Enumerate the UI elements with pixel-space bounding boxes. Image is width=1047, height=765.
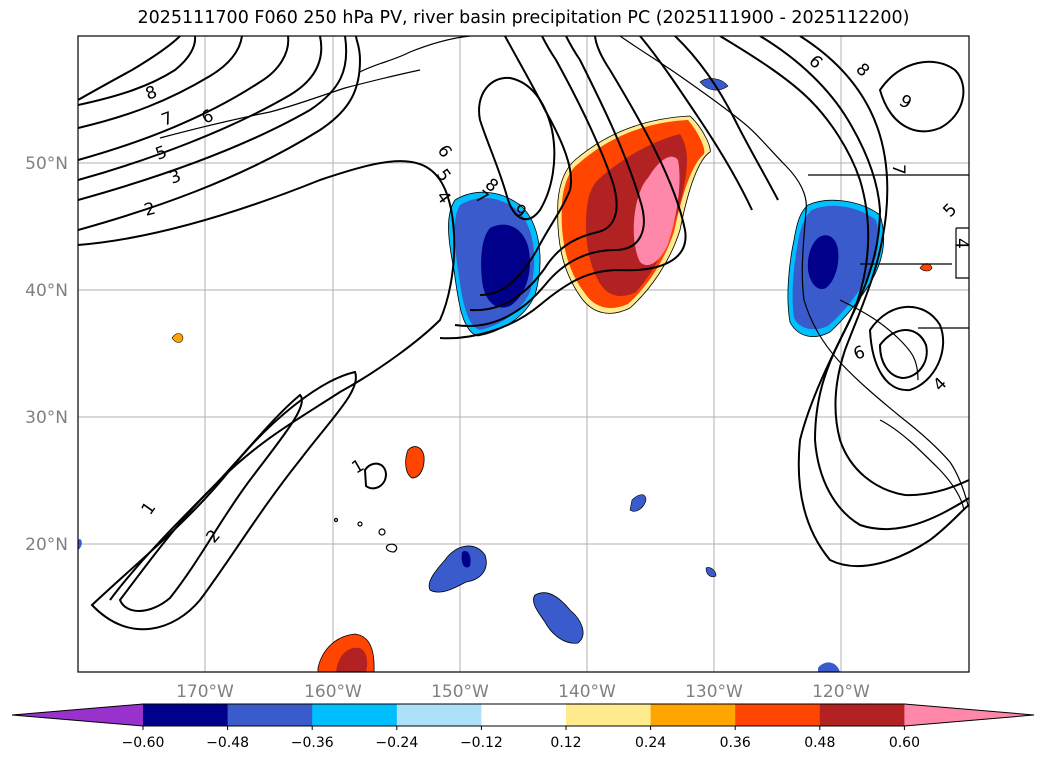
colorbar-segment (143, 704, 229, 726)
contour-trough-2 (454, 36, 645, 327)
longitude-labels: 170°W 160°W 150°W 140°W 130°W 120°W (176, 682, 870, 702)
lon-label-160w: 160°W (304, 682, 362, 702)
north-america-west-coast (619, 36, 969, 506)
colorbar-tick-label: 0.60 (889, 735, 920, 751)
colorbar-segment (566, 704, 652, 726)
contour-label: 4 (951, 238, 971, 249)
contour-ridge-1 (639, 36, 753, 211)
latitude-labels: 50°N 40°N 30°N 20°N (25, 154, 68, 555)
figure-title: 2025111700 F060 250 hPa PV, river basin … (137, 8, 910, 28)
map-background (78, 36, 969, 672)
negative-anomaly-west-core (481, 224, 530, 308)
positive-blob-tiny-west (171, 333, 184, 343)
negative-blob-bottom (818, 662, 840, 672)
contour-2-loop (118, 393, 303, 612)
negative-blob-small-2 (705, 567, 717, 578)
colorbar-tick-label: −0.12 (460, 735, 503, 751)
colorbar-extend-high (904, 704, 1034, 726)
contour-3 (78, 36, 362, 231)
contour-ridge-2b (759, 36, 969, 531)
positive-anomaly-pink (633, 156, 680, 266)
colorbar-segment (312, 704, 398, 726)
colorbar-segment (650, 704, 736, 726)
contour-1-loop (90, 370, 357, 631)
contour-ridge-2 (674, 36, 779, 201)
contour-6 (78, 36, 290, 161)
contour-trough-3 (469, 36, 618, 312)
contour-trough-4 (479, 36, 572, 296)
lon-label-120w: 120°W (812, 682, 870, 702)
contour-label: 2 (142, 199, 158, 221)
colorbar-segment (396, 704, 482, 726)
hawaii-kauai (378, 528, 386, 536)
colorbar-tick-label: 0.24 (635, 735, 666, 751)
state-border-4 (955, 227, 969, 279)
colorbar-segment (735, 704, 821, 726)
state-border-2 (839, 299, 919, 381)
contour-cutoff-low (868, 305, 945, 392)
contour-trough-core (478, 76, 556, 221)
lat-label-40n: 40°N (25, 281, 68, 301)
map-frame (77, 35, 970, 673)
colorbar-segment (819, 704, 905, 726)
lat-label-50n: 50°N (25, 154, 68, 174)
negative-blob-south (533, 592, 584, 644)
negative-blob-small-1 (629, 494, 647, 512)
contour-ridge-3 (799, 36, 969, 497)
contour-1-small (363, 462, 388, 490)
hawaii-big-island (385, 543, 398, 553)
aleutian-arc (159, 69, 421, 139)
contour-7 (78, 36, 243, 129)
negative-blob-hawaii (428, 545, 487, 593)
contour-8-northwest (78, 36, 181, 101)
contour-cutoff-low-inner (878, 329, 928, 380)
mexico-gulf-coast (879, 419, 965, 511)
coastlines (159, 36, 969, 553)
contour-5 (78, 36, 323, 181)
contour-label: 7 (888, 164, 908, 175)
pv-contours (78, 36, 969, 631)
lat-label-20n: 20°N (25, 535, 68, 555)
colorbar-tick-label: 0.36 (720, 735, 751, 751)
colorbar-tick-label: −0.36 (291, 735, 334, 751)
alaska-peninsula-coast (359, 36, 471, 73)
colorbar-tick-label: 0.12 (550, 735, 581, 751)
lat-label-30n: 30°N (25, 408, 68, 428)
positive-blob-hawaii-north (405, 446, 425, 479)
negative-blob-edge (78, 539, 82, 550)
colorbar-segment (227, 704, 313, 726)
lon-label-170w: 170°W (176, 682, 234, 702)
negative-anomaly-east-core (807, 235, 839, 290)
contour-9-closed-east (878, 60, 965, 133)
lon-label-140w: 140°W (558, 682, 616, 702)
colorbar: −0.60 −0.48 −0.36 −0.24 −0.12 0.12 0.24 0.36 0.4… (11, 703, 1035, 751)
contour-4 (78, 36, 348, 201)
negative-blob-hawaii-core (461, 550, 471, 568)
colorbar-tick-label: −0.48 (206, 735, 249, 751)
lon-label-150w: 150°W (431, 682, 489, 702)
positive-blob-south-core (336, 647, 368, 672)
colorbar-tick-label: 0.48 (804, 735, 835, 751)
contour-trough-outer (439, 36, 687, 340)
hawaii-islet (333, 517, 339, 523)
colorbar-tick-label: −0.24 (375, 735, 418, 751)
colorbar-tick-label: −0.60 (122, 735, 165, 751)
precip-shading (78, 78, 933, 672)
colorbar-extend-low (12, 704, 143, 726)
contour-8 (78, 36, 197, 106)
hawaii-niihau (357, 521, 363, 527)
lon-label-130w: 130°W (685, 682, 743, 702)
colorbar-segment (481, 704, 567, 726)
